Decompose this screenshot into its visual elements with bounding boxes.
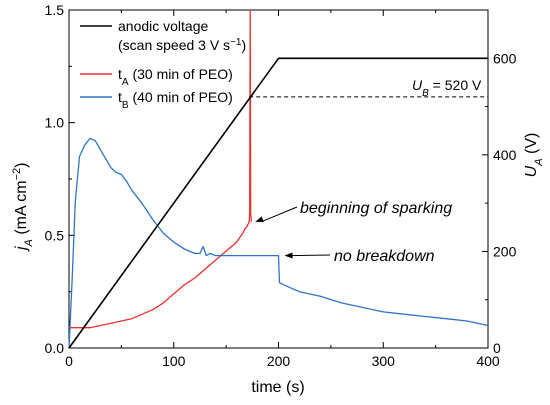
y-left-tick-label: 0.5 [45,227,65,243]
y-right-tick-label: 600 [493,50,517,66]
y-left-tick-label: 1.0 [45,115,65,131]
series-line-anodic-voltage [68,57,488,349]
y-right-tick-label: 0 [493,340,501,356]
y-right-axis-title: UA (V) [523,133,545,178]
annotation-arrow-no-breakdown [290,254,331,257]
series-line-tA [69,9,252,329]
plot-area-frame [68,9,489,349]
legend-label-anodic-voltage: anodic voltage [118,18,209,34]
x-tick-label: 200 [267,353,291,369]
x-tick-label: 0 [65,353,73,369]
y-left-tick-label: 1.5 [45,2,65,18]
annotation-arrow-sparking [260,206,298,223]
y-left-tick-labels: 0.0 0.5 1.0 1.5 [45,2,65,356]
annotation-no-breakdown: no breakdown [334,248,435,265]
annotation-arrowhead-no-breakdown [284,252,293,259]
x-tick-label: 100 [162,353,186,369]
ub-reference-label: UB = 520 V [412,77,482,99]
annotation-arrowhead-sparking [255,216,264,222]
x-tick-label: 400 [476,353,500,369]
legend: anodic voltage (scan speed 3 V s−1) tA (… [80,18,246,111]
legend-label-ta: tA (30 min of PEO) [118,66,233,88]
x-tick-labels: 0 100 200 300 400 [65,353,500,369]
series-line-tB [68,137,489,349]
x-axis-title: time (s) [251,379,304,396]
series-layer [68,9,489,349]
x-tick-label: 300 [372,353,396,369]
y-right-tick-labels: 0 200 400 600 [493,50,517,356]
legend-label-scan-speed: (scan speed 3 V s−1) [118,37,246,54]
axis-ticks [68,9,489,349]
y-right-tick-label: 200 [493,243,517,259]
y-left-axis-title: jA (mA cm−2) [11,163,35,252]
y-left-tick-label: 0.0 [45,340,65,356]
y-right-tick-label: 400 [493,147,517,163]
annotation-beginning-of-sparking: beginning of sparking [300,200,452,217]
legend-label-tb: tB (40 min of PEO) [118,89,233,111]
annotations: beginning of sparking no breakdown [255,200,452,265]
